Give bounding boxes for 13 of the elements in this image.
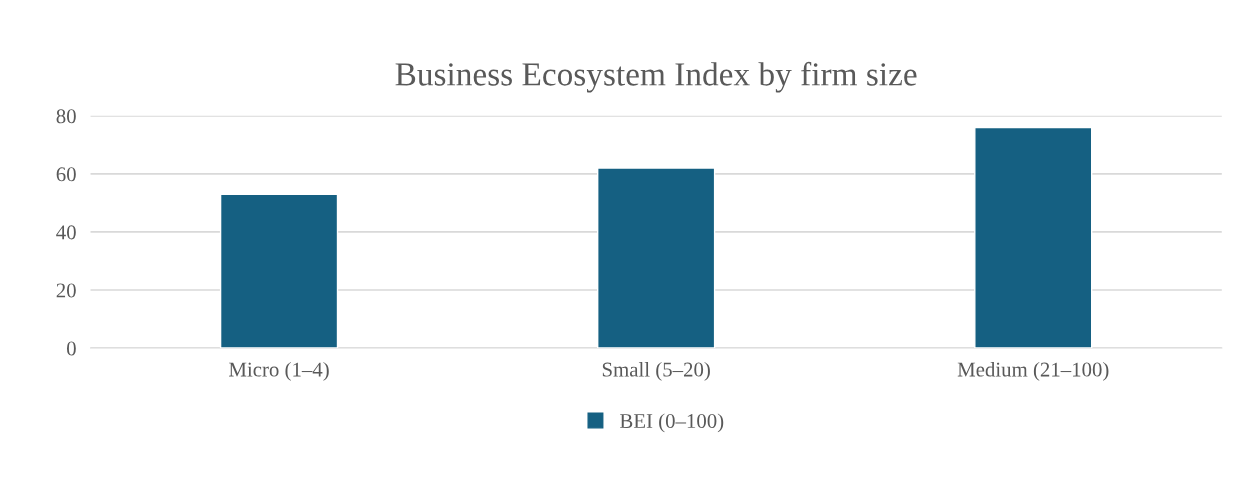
y-tick-label: 40	[56, 225, 76, 240]
y-tick-label: 0	[66, 341, 76, 356]
chart-title: Business Ecosystem Index by firm size	[395, 61, 917, 93]
bar	[974, 126, 1093, 349]
x-tick-label: Medium (21–100)	[957, 361, 1109, 381]
legend-label: BEI (0–100)	[620, 413, 724, 433]
y-tick-label: 80	[56, 109, 76, 124]
x-tick-label: Micro (1–4)	[229, 361, 329, 381]
x-tick-label: Small (5–20)	[602, 361, 710, 381]
bar	[597, 167, 716, 349]
bar	[219, 193, 339, 349]
y-tick-label: 60	[56, 167, 76, 182]
y-tick-label: 20	[56, 283, 76, 298]
